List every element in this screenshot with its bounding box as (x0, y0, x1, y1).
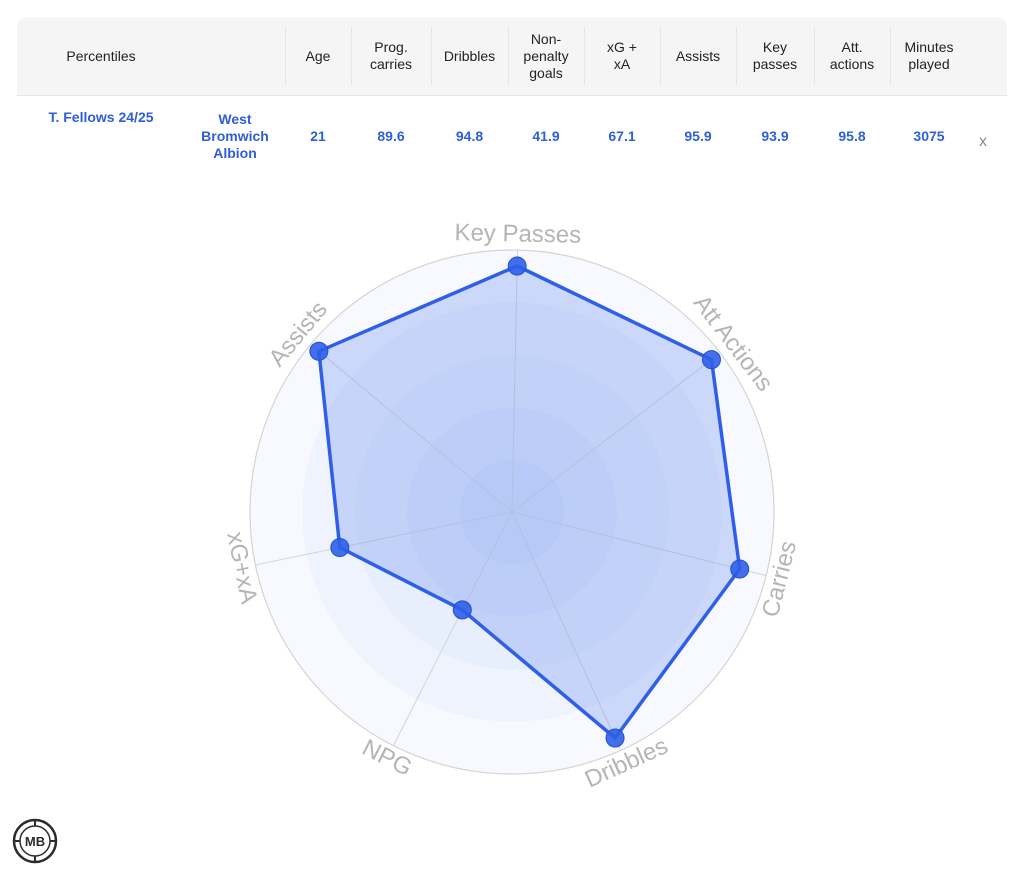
radar-spoke (310, 344, 513, 513)
player-name: T. Fellows 24/25 (48, 109, 154, 125)
cell-xg-xa: 67.1 (608, 127, 636, 144)
header-xg-xa: xG + xA (607, 39, 637, 72)
radar-series-polygon (317, 264, 742, 740)
header-separator (890, 27, 891, 85)
header-non-penalty-goals: Non- penalty goals (523, 30, 569, 81)
radar-spoke (255, 511, 513, 566)
axis-label-key-passes: Key Passes (454, 219, 581, 249)
header-age: Age (305, 47, 331, 64)
header-separator (584, 27, 585, 85)
cell-age: 21 (310, 127, 326, 144)
cell-minutes-played: 3075 (913, 127, 945, 144)
radar-spoke (511, 511, 622, 751)
radar-series (317, 264, 742, 740)
cell-dribbles: 94.8 (455, 127, 484, 144)
radar-point-assists[interactable] (309, 341, 329, 361)
radar-point-xg-xa[interactable] (330, 538, 350, 558)
header-separator (508, 27, 509, 85)
header-separator (285, 27, 286, 85)
header-separator (431, 27, 432, 85)
header-separator (736, 27, 737, 85)
team-name: West Bromwich Albion (201, 110, 269, 161)
radar-spokes (255, 250, 767, 751)
header-separator (660, 27, 661, 85)
cell-assists: 95.9 (684, 127, 712, 144)
header-minutes-played: Minutes played (904, 39, 954, 72)
radar-point-carries[interactable] (730, 559, 750, 579)
remove-player-button[interactable]: x (979, 133, 987, 150)
header-prog-carries: Prog. carries (369, 39, 412, 72)
radar-point-att-actions[interactable] (701, 350, 721, 370)
radar-point-dribbles[interactable] (605, 728, 625, 748)
header-separator (814, 27, 815, 85)
cell-non-penalty-goals: 41.9 (532, 127, 560, 144)
radar-spoke (511, 352, 721, 513)
radar-points (309, 256, 750, 748)
header-separator (351, 27, 352, 85)
header-dribbles: Dribbles (443, 47, 496, 64)
radar-spoke (392, 511, 513, 746)
header-percentiles: Percentiles (66, 47, 136, 64)
table-header: Percentiles Age Prog. carries Dribbles N… (17, 17, 1007, 96)
header-key-passes: Key passes (752, 39, 798, 72)
header-assists: Assists (675, 47, 721, 64)
radar-spoke (511, 511, 767, 577)
radar-point-key-passes[interactable] (507, 256, 527, 276)
stats-table: Percentiles Age Prog. carries Dribbles N… (17, 17, 1007, 176)
cell-prog-carries: 89.6 (377, 127, 405, 144)
logo: MB (12, 818, 58, 864)
radar-point-npg[interactable] (452, 600, 472, 620)
radar-spoke (511, 250, 518, 513)
logo-text: MB (25, 834, 45, 849)
table-row: T. Fellows 24/25 West Bromwich Albion 21… (17, 96, 1007, 176)
cell-att-actions: 95.8 (838, 127, 866, 144)
header-att-actions: Att. actions (829, 39, 875, 72)
cell-key-passes: 93.9 (761, 127, 789, 144)
